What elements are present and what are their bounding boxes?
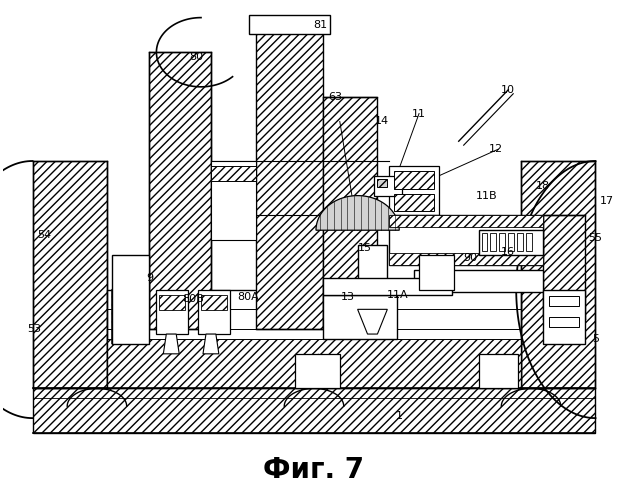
Text: 63: 63 (328, 92, 342, 102)
Bar (508, 233, 514, 251)
Text: 5: 5 (592, 334, 599, 344)
Bar (482, 233, 487, 251)
Polygon shape (316, 196, 399, 230)
Bar (107, 290, 521, 388)
Bar (479, 230, 543, 255)
Text: 11A: 11A (386, 290, 408, 300)
Text: 80: 80 (189, 52, 203, 62)
Bar (211, 161, 256, 240)
Bar (394, 171, 434, 188)
Bar (160, 296, 185, 310)
Bar (107, 339, 521, 388)
Bar (323, 294, 398, 339)
Text: 1: 1 (396, 411, 403, 421)
Bar (357, 245, 387, 334)
Bar (249, 14, 330, 34)
Text: 15: 15 (357, 243, 372, 253)
Bar (389, 166, 439, 216)
Bar (549, 317, 578, 327)
Bar (517, 233, 523, 251)
Text: 13: 13 (341, 292, 355, 302)
Bar (33, 161, 107, 388)
Bar (543, 216, 585, 319)
Bar (490, 233, 496, 251)
Bar (479, 354, 518, 388)
Bar (389, 253, 543, 265)
Text: 11: 11 (412, 108, 426, 118)
Bar (112, 255, 149, 344)
Text: 14: 14 (374, 116, 389, 126)
Text: 9: 9 (146, 272, 153, 282)
Bar (543, 290, 585, 344)
Bar (156, 290, 188, 334)
Bar (414, 270, 543, 291)
Text: 80B: 80B (182, 294, 204, 304)
Bar (394, 194, 434, 212)
Text: 80A: 80A (238, 292, 259, 302)
Text: 18: 18 (536, 180, 550, 190)
Bar (149, 52, 211, 329)
Bar (256, 22, 323, 329)
Text: 17: 17 (600, 196, 614, 205)
Bar (419, 255, 454, 290)
Text: 55: 55 (588, 233, 602, 243)
Polygon shape (163, 334, 179, 354)
Text: 81: 81 (313, 20, 327, 30)
Polygon shape (357, 310, 387, 334)
Bar (374, 176, 402, 196)
Bar (323, 96, 377, 329)
Text: 12: 12 (489, 144, 504, 154)
Polygon shape (203, 334, 219, 354)
Bar (201, 296, 227, 310)
Bar (549, 296, 578, 306)
Bar (389, 216, 543, 228)
Bar (526, 233, 532, 251)
Bar (389, 216, 543, 265)
Bar (198, 290, 230, 334)
Bar (211, 166, 256, 181)
Polygon shape (112, 270, 149, 344)
Text: 16: 16 (501, 247, 515, 257)
Bar (33, 388, 595, 433)
Text: 10: 10 (501, 85, 515, 95)
Bar (377, 179, 387, 186)
Text: 90: 90 (463, 253, 478, 263)
Text: 53: 53 (28, 324, 41, 334)
Text: 11B: 11B (475, 190, 497, 200)
Text: 54: 54 (37, 230, 51, 240)
Bar (323, 278, 452, 295)
Text: Фиг. 7: Фиг. 7 (263, 456, 365, 483)
Bar (295, 354, 340, 388)
Bar (499, 233, 506, 251)
Bar (521, 161, 595, 388)
